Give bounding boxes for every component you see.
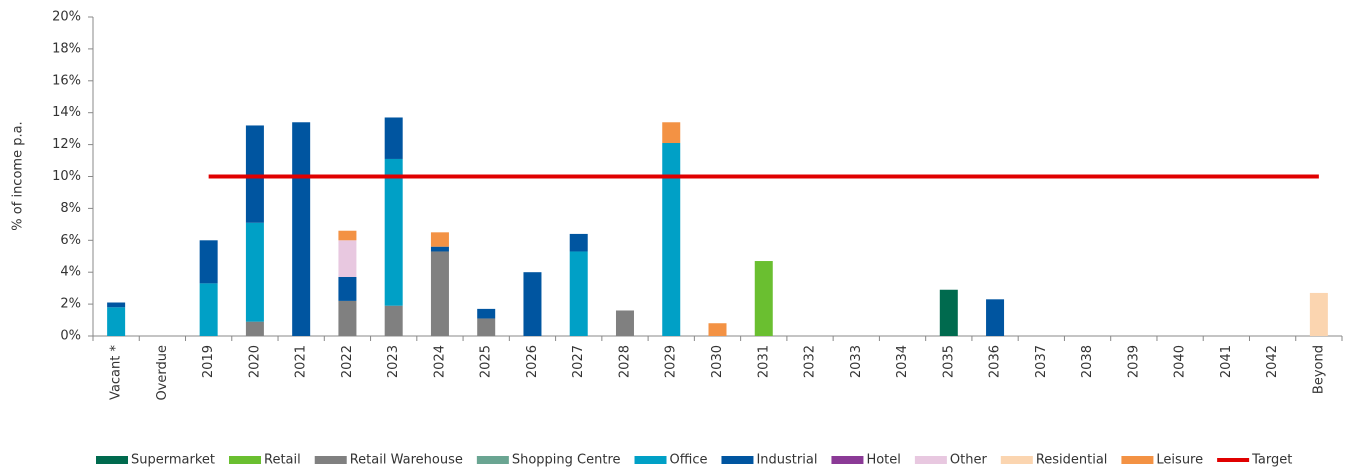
bar bbox=[662, 122, 681, 144]
bar bbox=[430, 251, 449, 336]
bar bbox=[245, 222, 264, 322]
y-tick-label: 4% bbox=[60, 265, 81, 280]
bar bbox=[754, 261, 773, 336]
x-tick-label: 2034 bbox=[895, 345, 910, 378]
y-tick-label: 16% bbox=[52, 73, 81, 88]
bar bbox=[384, 305, 403, 336]
bar bbox=[199, 240, 218, 284]
x-tick-label: 2033 bbox=[849, 345, 864, 378]
legend-marker bbox=[1121, 456, 1154, 464]
x-tick-label: 2029 bbox=[664, 345, 679, 378]
bar bbox=[569, 233, 588, 252]
bar bbox=[523, 272, 542, 336]
legend-label: Leisure bbox=[1156, 453, 1203, 468]
y-tick-label: 18% bbox=[52, 41, 81, 56]
x-tick-label: 2040 bbox=[1173, 345, 1188, 378]
x-tick-label: Vacant * bbox=[109, 345, 124, 400]
legend-label: Retail Warehouse bbox=[350, 453, 463, 468]
bar bbox=[615, 310, 634, 336]
x-tick-label: Overdue bbox=[155, 345, 170, 401]
bar bbox=[107, 307, 126, 336]
bar bbox=[662, 143, 681, 336]
x-tick-label: 2019 bbox=[201, 345, 216, 378]
legend-label: Target bbox=[1251, 453, 1292, 468]
legend-label: Other bbox=[950, 453, 988, 468]
y-tick-label: 10% bbox=[52, 169, 81, 184]
bar bbox=[245, 321, 264, 336]
x-tick-label: 2023 bbox=[386, 345, 401, 378]
legend-label: Residential bbox=[1036, 453, 1108, 468]
x-tick-label: 2031 bbox=[756, 345, 771, 378]
x-tick-label: 2026 bbox=[525, 345, 540, 378]
legend-marker bbox=[831, 456, 864, 464]
x-tick-label: 2030 bbox=[710, 345, 725, 378]
x-tick-label: 2037 bbox=[1034, 345, 1049, 378]
bar bbox=[384, 117, 403, 159]
legend-marker bbox=[1000, 456, 1033, 464]
legend-label: Shopping Centre bbox=[512, 453, 621, 468]
bar bbox=[384, 158, 403, 306]
bar bbox=[477, 308, 496, 319]
x-tick-label: Beyond bbox=[1311, 345, 1326, 394]
x-tick-label: 2028 bbox=[617, 345, 632, 378]
y-tick-label: 6% bbox=[60, 233, 81, 248]
x-tick-label: 2032 bbox=[803, 345, 818, 378]
x-tick-label: 2025 bbox=[479, 345, 494, 378]
bar bbox=[338, 230, 357, 241]
x-tick-label: 2021 bbox=[294, 345, 309, 378]
bar bbox=[338, 240, 357, 277]
legend-marker bbox=[476, 456, 509, 464]
y-tick-label: 20% bbox=[52, 10, 81, 25]
x-tick-label: 2024 bbox=[432, 345, 447, 378]
y-axis-label: % of income p.a. bbox=[11, 121, 26, 230]
y-tick-label: 8% bbox=[60, 201, 81, 216]
y-tick-label: 2% bbox=[60, 297, 81, 312]
y-tick-label: 0% bbox=[60, 329, 81, 344]
bar bbox=[199, 283, 218, 336]
x-tick-label: 2022 bbox=[340, 345, 355, 378]
x-tick-label: 2027 bbox=[571, 345, 586, 378]
bar bbox=[1309, 292, 1328, 336]
bar bbox=[107, 302, 126, 308]
legend-label: Supermarket bbox=[131, 453, 215, 468]
bar bbox=[338, 276, 357, 301]
legend-label: Hotel bbox=[866, 453, 900, 468]
bar bbox=[338, 300, 357, 336]
legend-label: Industrial bbox=[756, 453, 817, 468]
legend-label: Office bbox=[670, 453, 708, 468]
legend-marker bbox=[96, 456, 128, 464]
legend-label: Retail bbox=[264, 453, 301, 468]
bar bbox=[430, 232, 449, 247]
bar bbox=[245, 125, 264, 223]
bar bbox=[986, 299, 1005, 336]
x-tick-label: 2020 bbox=[247, 345, 262, 378]
legend-marker bbox=[914, 456, 947, 464]
x-tick-label: 2039 bbox=[1126, 345, 1141, 378]
bar bbox=[569, 251, 588, 336]
x-tick-label: 2035 bbox=[941, 345, 956, 378]
x-tick-label: 2041 bbox=[1219, 345, 1234, 378]
y-tick-label: 14% bbox=[52, 105, 81, 120]
bar bbox=[708, 323, 727, 336]
bar bbox=[477, 318, 496, 336]
legend-marker bbox=[721, 456, 754, 464]
bar bbox=[430, 246, 449, 252]
bar bbox=[292, 122, 311, 337]
y-tick-label: 12% bbox=[52, 137, 81, 152]
bar bbox=[939, 289, 958, 336]
x-tick-label: 2036 bbox=[988, 345, 1003, 378]
legend-marker bbox=[634, 456, 667, 464]
legend-marker bbox=[229, 456, 261, 464]
x-tick-label: 2038 bbox=[1080, 345, 1095, 378]
x-tick-label: 2042 bbox=[1265, 345, 1280, 378]
legend-marker bbox=[314, 456, 347, 464]
